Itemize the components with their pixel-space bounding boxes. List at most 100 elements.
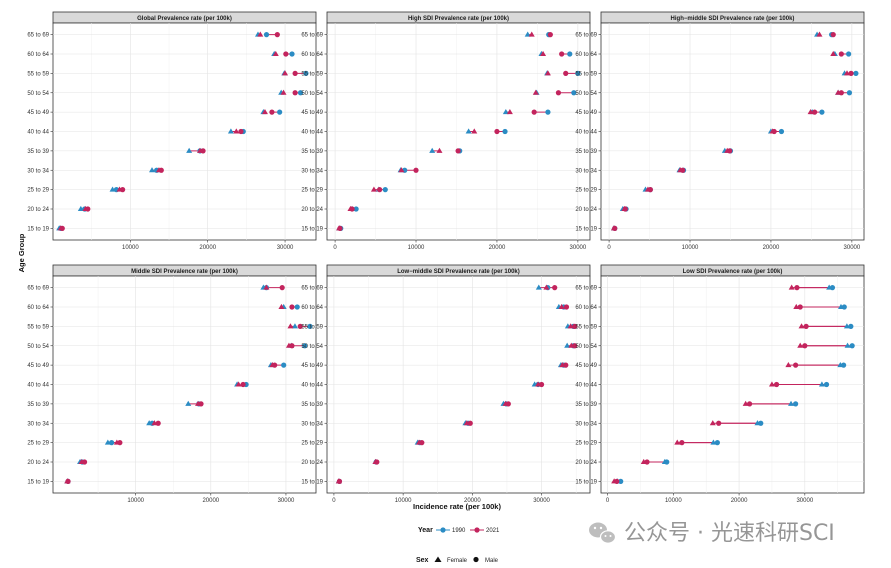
y-tick-label: 15 to 19	[27, 479, 49, 485]
x-tick-label: 20000	[464, 498, 481, 504]
point-male-2021	[797, 304, 803, 310]
point-female-1990	[227, 128, 234, 134]
watermark: 公众号 · 光速科研SCI	[589, 521, 835, 546]
legend-sex-title: Sex	[416, 557, 429, 564]
y-tick-label: 65 to 69	[301, 286, 323, 292]
point-male-2021	[773, 381, 780, 388]
point-female-1990	[844, 342, 851, 348]
point-male-2021	[531, 109, 537, 115]
y-tick-label: 55 to 59	[27, 324, 49, 330]
y-tick-label: 45 to 49	[301, 363, 323, 369]
point-male-2021	[59, 225, 65, 231]
panel-title: Low SDI Prevalence rate (per 100k)	[683, 269, 783, 275]
panel-2: High SDI Prevalence rate (per 100k) 0 1000…	[301, 11, 591, 251]
y-tick-label: 25 to 29	[301, 441, 323, 447]
point-female-2021	[798, 323, 805, 329]
point-male-1990	[545, 109, 551, 115]
point-male-2021	[413, 167, 419, 173]
legend-item-2021: 2021	[470, 527, 500, 534]
point-male-2021	[679, 440, 685, 446]
legend-sex-female-label: Female	[447, 558, 468, 564]
point-female-1990	[524, 31, 531, 37]
point-male-2021	[337, 225, 343, 231]
y-tick-label: 20 to 24	[301, 207, 323, 213]
point-male-1990	[303, 70, 309, 76]
y-tick-label: 25 to 29	[27, 188, 49, 194]
y-tick-label: 25 to 29	[575, 441, 597, 447]
point-male-2021	[85, 206, 91, 212]
legend-sex-male-label: Male	[485, 558, 499, 564]
point-male-2021	[830, 32, 836, 38]
point-male-1990	[714, 440, 720, 446]
y-tick-label: 60 to 64	[575, 52, 597, 58]
y-tick-label: 30 to 34	[575, 421, 597, 427]
point-male-1990	[297, 90, 304, 96]
legend-year-2021-label: 2021	[486, 528, 500, 534]
y-tick-label: 45 to 49	[27, 110, 49, 116]
y-tick-label: 65 to 69	[27, 33, 49, 39]
point-female-2021	[233, 128, 240, 134]
point-male-2021	[419, 440, 425, 446]
point-male-2021	[81, 459, 88, 465]
y-tick-label: 55 to 59	[27, 71, 49, 77]
y-tick-label: 25 to 29	[27, 441, 49, 447]
y-tick-label: 45 to 49	[27, 363, 49, 369]
point-male-2021	[289, 304, 295, 310]
point-male-2021	[283, 51, 289, 57]
point-male-1990	[849, 343, 855, 349]
point-male-2021	[793, 362, 799, 368]
y-tick-label: 35 to 39	[301, 149, 323, 155]
point-female-2021	[540, 50, 547, 56]
y-tick-label: 65 to 69	[27, 286, 49, 292]
point-female-2021	[263, 284, 270, 290]
panel-grid: Global Prevalence rate (per 100k) 10000 20…	[27, 11, 865, 504]
point-male-2021	[572, 323, 578, 329]
y-tick-label: 35 to 39	[575, 149, 597, 155]
point-male-1990	[382, 187, 388, 193]
point-male-2021	[198, 401, 204, 407]
y-tick-label: 20 to 24	[575, 460, 597, 466]
point-female-1990	[291, 323, 298, 329]
y-tick-label: 60 to 64	[27, 305, 49, 311]
point-male-2021	[838, 90, 844, 96]
x-tick-label: 20000	[199, 245, 216, 251]
panel-title: High SDI Prevalence rate (per 100k)	[408, 16, 509, 22]
x-tick-label: 30000	[796, 498, 813, 504]
point-male-1990	[294, 304, 300, 310]
point-male-2021	[274, 32, 280, 38]
point-male-2021	[803, 323, 809, 329]
y-tick-label: 55 to 59	[301, 71, 323, 77]
y-tick-label: 55 to 59	[575, 71, 597, 77]
x-tick-label: 20000	[489, 245, 506, 251]
panel-6: Low SDI Prevalence rate (per 100k) 0 10000…	[575, 264, 865, 504]
point-female-2021	[398, 167, 405, 173]
point-female-1990	[429, 147, 436, 153]
x-tick-label: 20000	[763, 245, 780, 251]
x-tick-label: 30000	[277, 245, 294, 251]
point-male-2021	[802, 343, 808, 349]
y-tick-label: 15 to 19	[575, 479, 597, 485]
point-male-2021	[292, 90, 298, 96]
x-tick-label: 0	[332, 498, 336, 504]
x-tick-label: 10000	[408, 245, 425, 251]
point-female-2021	[816, 31, 823, 37]
point-male-2021	[848, 70, 854, 76]
point-male-2021	[158, 167, 164, 173]
legend-sex: Sex Female Male	[416, 556, 499, 564]
point-male-2021	[455, 148, 461, 154]
point-male-1990	[664, 459, 670, 465]
x-tick-label: 0	[333, 245, 337, 251]
point-male-2021	[272, 362, 278, 368]
point-male-2021	[155, 420, 161, 426]
point-male-2021	[494, 128, 500, 135]
point-male-1990	[846, 51, 852, 57]
point-male-2021	[680, 167, 686, 173]
point-male-1990	[778, 128, 785, 135]
point-male-1990	[109, 440, 115, 446]
y-tick-label: 30 to 34	[301, 421, 323, 427]
point-male-1990	[277, 109, 283, 115]
point-male-1990	[758, 420, 764, 426]
y-tick-label: 65 to 69	[575, 33, 597, 39]
point-male-2021	[622, 206, 628, 212]
point-male-1990	[848, 323, 854, 329]
